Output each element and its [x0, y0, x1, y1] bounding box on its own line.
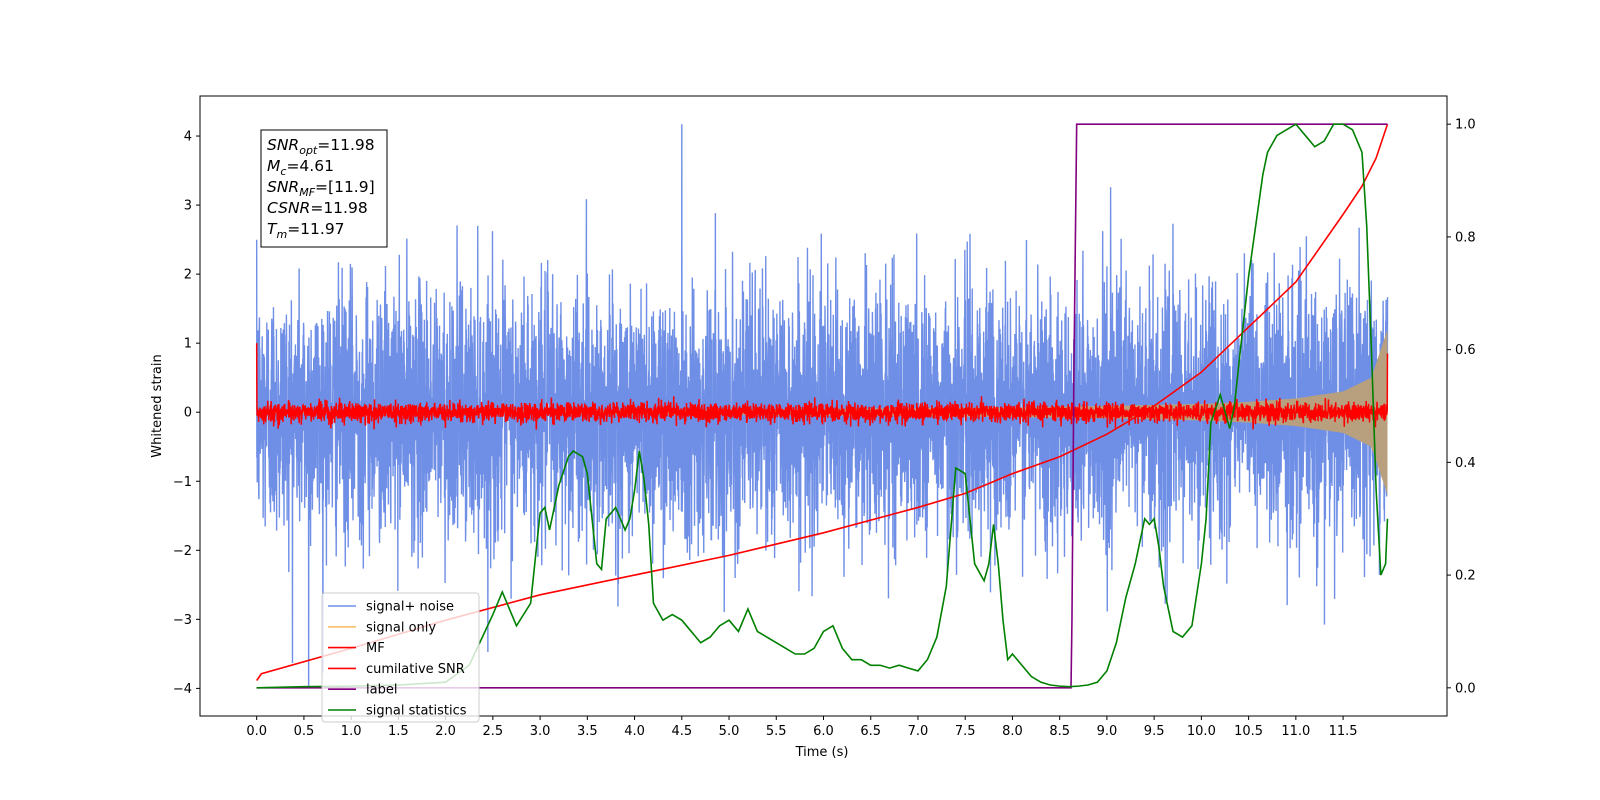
y-axis-label: Whitened strain [150, 354, 165, 457]
y-tick-label: −3 [173, 613, 192, 628]
y-tick-label: 2 [184, 268, 192, 283]
legend-entry-label: signal only [366, 620, 436, 635]
info-line: Tm=11.97 [267, 220, 345, 241]
y-tick-label: 0 [184, 406, 192, 421]
legend-entry-label: label [366, 683, 397, 698]
x-axis-label: Time (s) [795, 745, 849, 760]
info-line: SNRMF=[11.9] [267, 178, 375, 199]
y-axis-left: −4 −3 −2 −1 0 1 2 3 4 [173, 130, 200, 697]
y-tick-label: −1 [173, 475, 192, 490]
x-tick-label: 0.5 [294, 724, 315, 739]
x-tick-label: 3.5 [577, 724, 598, 739]
x-tick-label: 4.0 [624, 724, 645, 739]
x-tick-label: 2.0 [435, 724, 456, 739]
x-tick-label: 8.0 [1002, 724, 1023, 739]
series-signal-statistics [256, 123, 1389, 689]
y-tick-label: −2 [173, 544, 192, 559]
info-line: SNRopt=11.98 [267, 136, 375, 157]
y-tick-label: 1 [184, 337, 192, 352]
x-tick-label: 1.5 [388, 724, 409, 739]
x-tick-label: 0.0 [246, 724, 267, 739]
x-tick-label: 7.5 [955, 724, 976, 739]
x-tick-label: 9.0 [1097, 724, 1118, 739]
info-box-frame [260, 129, 388, 248]
y-tick-label: −4 [173, 682, 192, 697]
x-tick-label: 4.5 [671, 724, 692, 739]
legend-entry-label: signal statistics [366, 704, 467, 719]
snr-info-box: SNRopt=11.98Mc=4.61SNRMF=[11.9]CSNR=11.9… [260, 129, 388, 248]
y2-tick-label: 0.6 [1455, 343, 1476, 358]
info-line: CSNR=11.98 [267, 199, 368, 217]
legend-entry-label: cumilative SNR [366, 662, 465, 677]
x-tick-label: 5.0 [719, 724, 740, 739]
x-tick-label: 3.0 [530, 724, 551, 739]
y2-tick-label: 0.2 [1455, 569, 1476, 584]
x-tick-label: 7.0 [908, 724, 929, 739]
legend-frame [321, 592, 480, 723]
x-axis: 0.0 0.5 1.0 1.5 2.0 2.5 3.0 3.5 4.0 4.5 5.0 5.5 6.0 6… [246, 716, 1358, 739]
series-mf [255, 343, 1389, 430]
x-tick-label: 6.5 [860, 724, 881, 739]
y2-tick-label: 1.0 [1455, 118, 1476, 133]
y2-tick-label: 0.0 [1455, 681, 1476, 696]
legend: signal+ noise signal only MF cumilative SNR… [321, 592, 480, 723]
x-tick-label: 11.0 [1281, 724, 1310, 739]
x-tick-label: 9.5 [1144, 724, 1165, 739]
x-tick-label: 5.5 [766, 724, 787, 739]
x-tick-label: 11.5 [1329, 724, 1358, 739]
x-tick-label: 1.0 [341, 724, 362, 739]
y-tick-label: 3 [184, 199, 192, 214]
legend-entry-label: MF [366, 641, 385, 656]
x-tick-label: 10.0 [1187, 724, 1216, 739]
y-axis-right: 0.0 0.2 0.4 0.6 0.8 1.0 [1447, 118, 1476, 696]
x-tick-label: 6.0 [813, 724, 834, 739]
x-tick-label: 8.5 [1049, 724, 1070, 739]
y2-tick-label: 0.8 [1455, 230, 1476, 245]
info-line: Mc=4.61 [267, 157, 334, 178]
x-tick-label: 10.5 [1234, 724, 1263, 739]
legend-entry-label: signal+ noise [366, 600, 454, 615]
y-tick-label: 4 [184, 130, 192, 145]
y2-tick-label: 0.4 [1455, 456, 1476, 471]
series-label [256, 123, 1388, 689]
x-tick-label: 2.5 [483, 724, 504, 739]
